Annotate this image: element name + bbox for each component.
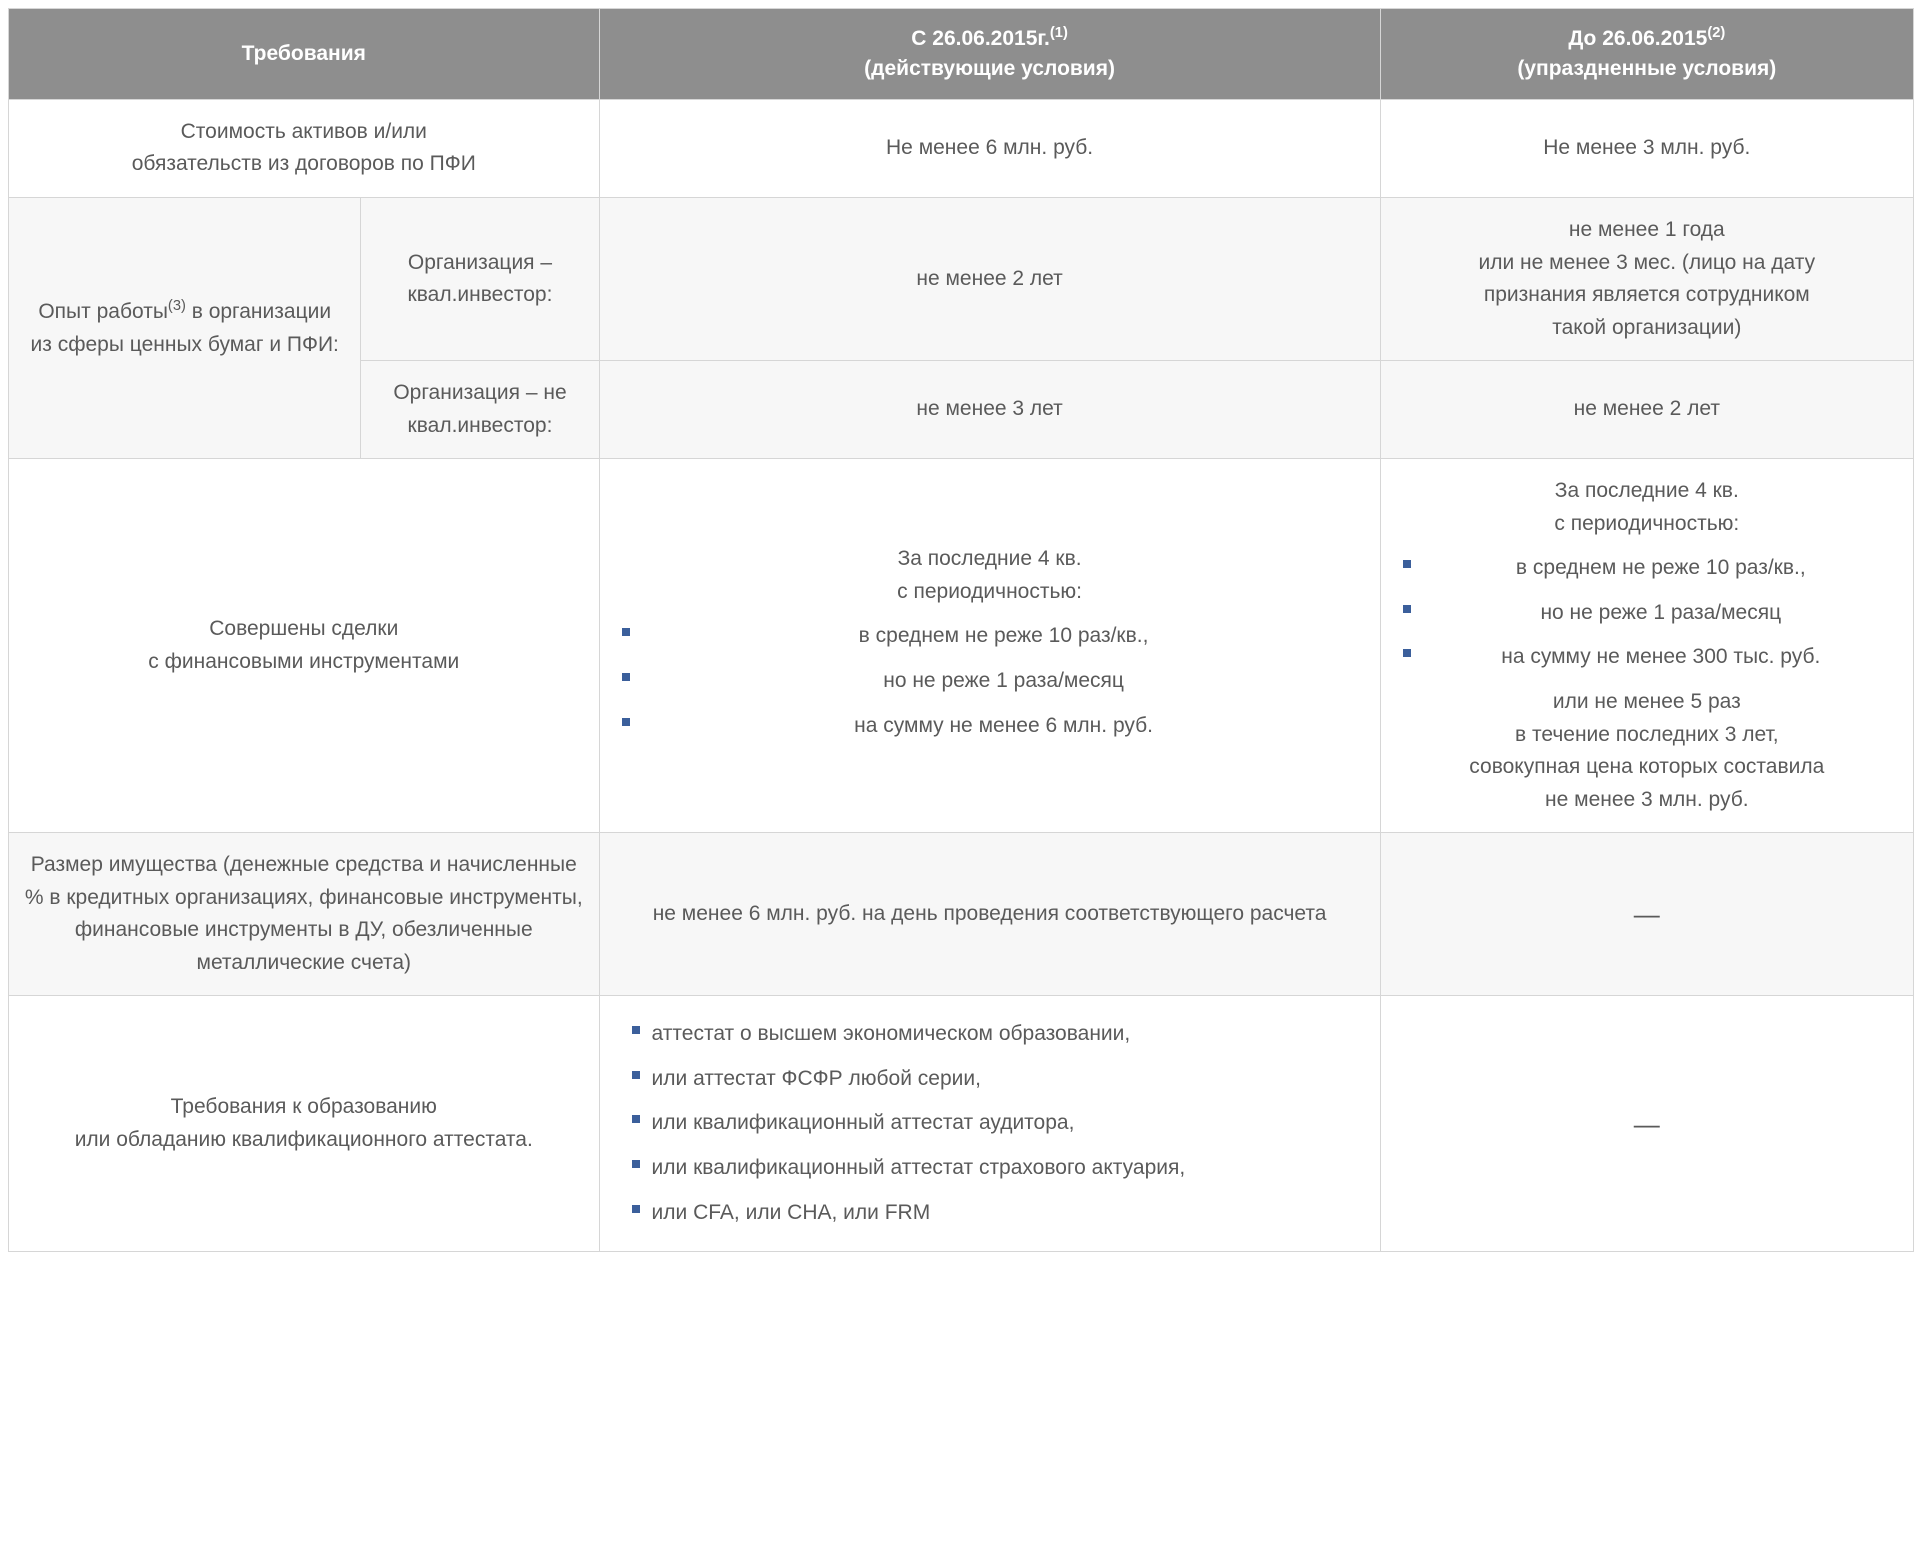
req-assets: Стоимость активов и/илиобязательств из д… <box>9 99 600 197</box>
cell-deals-old: За последние 4 кв.с периодичностью: в ср… <box>1380 459 1913 833</box>
list-item: или CFA, или CHA, или FRM <box>624 1191 1366 1236</box>
deals-tail: или не менее 5 разв течение последних 3 … <box>1395 686 1899 816</box>
deals-intro: За последние 4 кв.с периодичностью: <box>1395 475 1899 540</box>
deals-list-current: в среднем не реже 10 раз/кв.,но не реже … <box>614 614 1366 748</box>
header-requirements: Требования <box>9 9 600 100</box>
list-item: на сумму не менее 300 тыс. руб. <box>1395 635 1899 680</box>
list-item: аттестат о высшем экономическом образова… <box>624 1012 1366 1057</box>
table-row: Стоимость активов и/илиобязательств из д… <box>9 99 1914 197</box>
header-before-date: До 26.06.2015(2) (упраздненные условия) <box>1380 9 1913 100</box>
table-row: Требования к образованиюили обладанию кв… <box>9 996 1914 1252</box>
deals-list-old: в среднем не реже 10 раз/кв.,но не реже … <box>1395 546 1899 680</box>
cell-education-list: аттестат о высшем экономическом образова… <box>599 996 1380 1252</box>
cell-value: не менее 1 годаили не менее 3 мес. (лицо… <box>1380 197 1913 360</box>
req-deals: Совершены сделкис финансовыми инструмент… <box>9 459 600 833</box>
list-item: или квалификационный аттестат страхового… <box>624 1146 1366 1191</box>
education-list: аттестат о высшем экономическом образова… <box>624 1012 1366 1235</box>
list-item: или аттестат ФСФР любой серии, <box>624 1057 1366 1102</box>
cell-empty: — <box>1380 996 1913 1252</box>
sub-non-qual-investor: Организация – не квал.инвестор: <box>361 361 599 459</box>
cell-empty: — <box>1380 833 1913 996</box>
cell-deals-current: За последние 4 кв.с периодичностью: в ср… <box>599 459 1380 833</box>
cell-value: Не менее 3 млн. руб. <box>1380 99 1913 197</box>
list-item: в среднем не реже 10 раз/кв., <box>1395 546 1899 591</box>
list-item: или квалификационный аттестат аудитора, <box>624 1101 1366 1146</box>
list-item: в среднем не реже 10 раз/кв., <box>614 614 1366 659</box>
header-after-date: С 26.06.2015г.(1) (действующие условия) <box>599 9 1380 100</box>
list-item: но не реже 1 раза/месяц <box>614 659 1366 704</box>
req-property: Размер имущества (денежные средства и на… <box>9 833 600 996</box>
list-item: но не реже 1 раза/месяц <box>1395 591 1899 636</box>
table-row: Совершены сделкис финансовыми инструмент… <box>9 459 1914 833</box>
cell-value: не менее 6 млн. руб. на день проведения … <box>599 833 1380 996</box>
list-item: на сумму не менее 6 млн. руб. <box>614 704 1366 749</box>
cell-value: Не менее 6 млн. руб. <box>599 99 1380 197</box>
req-education: Требования к образованиюили обладанию кв… <box>9 996 600 1252</box>
table-row: Размер имущества (денежные средства и на… <box>9 833 1914 996</box>
cell-value: не менее 2 лет <box>599 197 1380 360</box>
table-header-row: Требования С 26.06.2015г.(1) (действующи… <box>9 9 1914 100</box>
deals-intro: За последние 4 кв.с периодичностью: <box>614 543 1366 608</box>
table-row: Опыт работы(3) в организациииз сферы цен… <box>9 197 1914 360</box>
cell-value: не менее 2 лет <box>1380 361 1913 459</box>
cell-value: не менее 3 лет <box>599 361 1380 459</box>
sub-qual-investor: Организация – квал.инвестор: <box>361 197 599 360</box>
req-experience: Опыт работы(3) в организациииз сферы цен… <box>9 197 361 458</box>
requirements-table: Требования С 26.06.2015г.(1) (действующи… <box>8 8 1914 1252</box>
